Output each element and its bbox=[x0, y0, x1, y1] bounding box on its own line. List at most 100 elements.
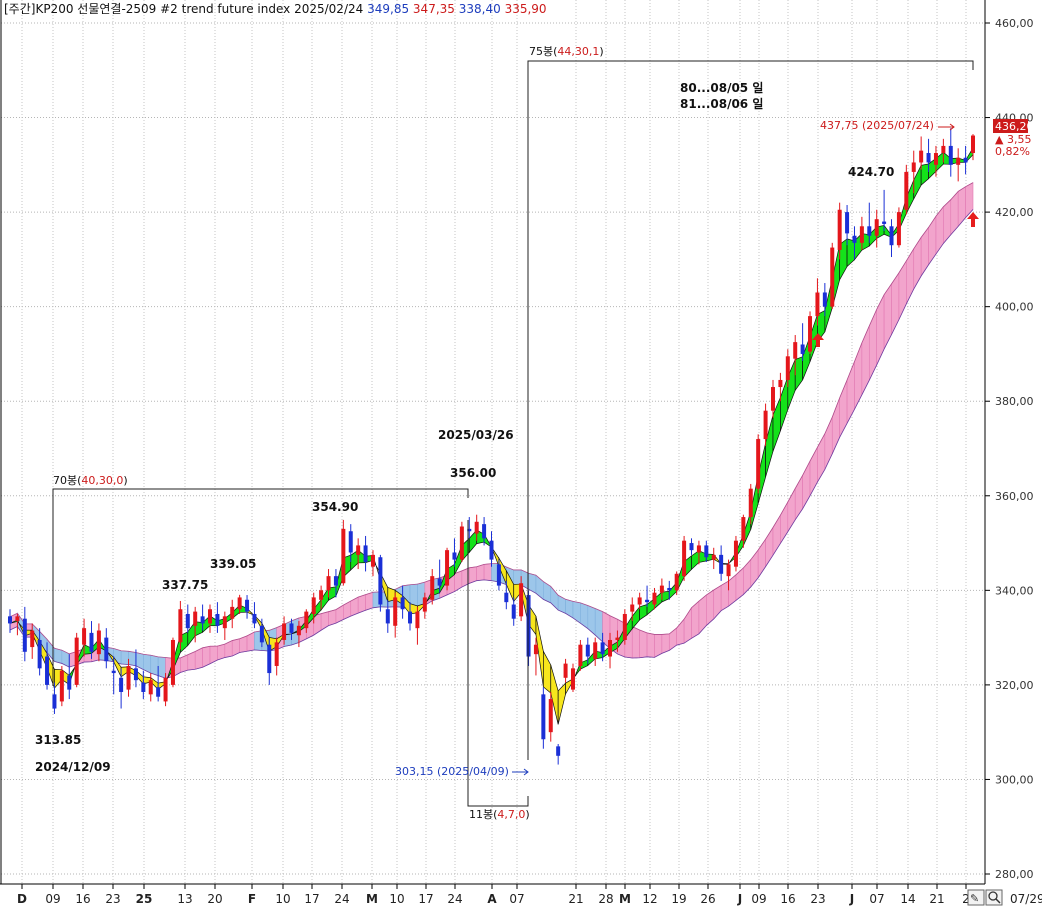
slow-band-segment bbox=[476, 563, 485, 582]
y-tick-label: 460,00 bbox=[995, 17, 1034, 30]
candle-body bbox=[45, 656, 50, 685]
candle-body bbox=[326, 576, 331, 591]
y-tick-label: 400,00 bbox=[995, 301, 1034, 314]
x-tick-label: J bbox=[849, 892, 854, 906]
candle-body bbox=[378, 557, 383, 605]
slow-band-segment bbox=[639, 629, 648, 659]
box-11-frame bbox=[467, 520, 529, 807]
candle-body bbox=[52, 694, 57, 709]
header-high: 347,35 bbox=[413, 2, 455, 16]
candle-body bbox=[630, 604, 635, 612]
candle-body bbox=[748, 488, 753, 518]
candle-body bbox=[408, 611, 413, 624]
chart-header: [주간]KP200 선물연결-2509 #2 trend future inde… bbox=[4, 2, 547, 16]
candle-body bbox=[237, 597, 242, 610]
x-tick-label: 09 bbox=[45, 892, 60, 906]
x-tick-label: 21 bbox=[568, 892, 583, 906]
candle-body bbox=[311, 597, 316, 614]
last-price-box bbox=[993, 119, 1028, 133]
candle-body bbox=[156, 687, 161, 697]
candle-body bbox=[163, 677, 168, 702]
candle-body bbox=[259, 625, 264, 643]
candle-body bbox=[304, 611, 309, 629]
zoom-icon-handle bbox=[995, 898, 1001, 904]
high-pointer-head bbox=[949, 123, 955, 131]
x-tick-label: F bbox=[248, 892, 256, 906]
candle-body bbox=[222, 616, 227, 629]
candle-body bbox=[600, 642, 605, 655]
candle-body bbox=[904, 171, 909, 210]
x-tick-label: 25 bbox=[136, 892, 153, 906]
candle-body bbox=[667, 587, 672, 591]
candle-body bbox=[89, 632, 94, 652]
x-axis: D 09 16 23 25 13 20 F 10 17 24 M 10 17 24 A 07 21 28 M 12 19 2… bbox=[17, 884, 970, 906]
slow-band-segment bbox=[631, 626, 640, 659]
x-tick-label: 14 bbox=[900, 892, 915, 906]
candle-body bbox=[867, 226, 872, 236]
candle-body bbox=[585, 644, 590, 657]
candle-body bbox=[763, 410, 768, 440]
footer-date: 07/29 bbox=[1010, 892, 1042, 906]
candle-body bbox=[296, 625, 301, 636]
x-tick-label: A bbox=[487, 892, 497, 906]
candle-body bbox=[104, 637, 109, 662]
candle-body bbox=[815, 292, 820, 317]
candle-body bbox=[726, 564, 731, 577]
candle-body bbox=[415, 611, 420, 629]
candle-body bbox=[711, 554, 716, 560]
slow-band-segment bbox=[365, 591, 374, 611]
box-70-label: 70봉(40,30,0) bbox=[53, 474, 128, 487]
edit-icon: ✎ bbox=[970, 892, 979, 905]
candle-body bbox=[682, 540, 687, 577]
candle-body bbox=[845, 212, 850, 234]
candle-body bbox=[674, 573, 679, 591]
candle-body bbox=[274, 642, 279, 666]
label-354: 354.90 bbox=[312, 500, 358, 514]
label-339: 339.05 bbox=[210, 557, 256, 571]
label-424: 424.70 bbox=[848, 165, 894, 179]
edit-button[interactable] bbox=[967, 889, 985, 906]
label-peak-value: 356.00 bbox=[450, 466, 496, 480]
candle-body bbox=[282, 623, 287, 640]
x-tick-label: 10 bbox=[275, 892, 290, 906]
candle-body bbox=[963, 157, 968, 163]
candle-body bbox=[800, 344, 805, 354]
candle-body bbox=[356, 545, 361, 555]
slow-band-lower bbox=[9, 209, 974, 679]
header-prefix: [주간] bbox=[4, 2, 35, 16]
label-337: 337.75 bbox=[162, 578, 208, 592]
x-tick-label: 17 bbox=[304, 892, 319, 906]
candle-body bbox=[593, 642, 598, 659]
candle-body bbox=[119, 677, 124, 692]
candle-body bbox=[971, 135, 975, 154]
x-tick-label: 12 bbox=[642, 892, 657, 906]
buy-arrow-2 bbox=[967, 212, 979, 227]
candle-body bbox=[948, 145, 953, 165]
x-tick-label: J bbox=[737, 892, 742, 906]
x-tick-label: 2 bbox=[962, 892, 970, 906]
candle-body bbox=[489, 540, 494, 560]
candle-body bbox=[400, 597, 405, 610]
slow-band-segment bbox=[513, 569, 522, 586]
label-high: 437,75 (2025/07/24) bbox=[820, 119, 934, 132]
candle-body bbox=[956, 157, 961, 165]
slow-band-segment bbox=[150, 654, 159, 677]
candle-body bbox=[289, 623, 294, 633]
x-tick-label: 10 bbox=[389, 892, 404, 906]
candle-body bbox=[178, 609, 183, 643]
candle-body bbox=[185, 613, 190, 629]
header-close: 335,90 bbox=[505, 2, 547, 16]
candle-body bbox=[59, 670, 64, 702]
candle-body bbox=[208, 609, 213, 624]
candle-body bbox=[785, 356, 790, 380]
candle-body bbox=[245, 599, 250, 612]
x-tick-label: 21 bbox=[929, 892, 944, 906]
candle-body bbox=[141, 682, 146, 692]
slow-band-segment bbox=[54, 647, 63, 664]
candle-body bbox=[778, 379, 783, 388]
box-75-label: 75봉(44,30,1) bbox=[529, 45, 604, 58]
zoom-icon bbox=[988, 891, 998, 901]
candle-body bbox=[830, 247, 835, 307]
candle-body bbox=[563, 663, 568, 678]
